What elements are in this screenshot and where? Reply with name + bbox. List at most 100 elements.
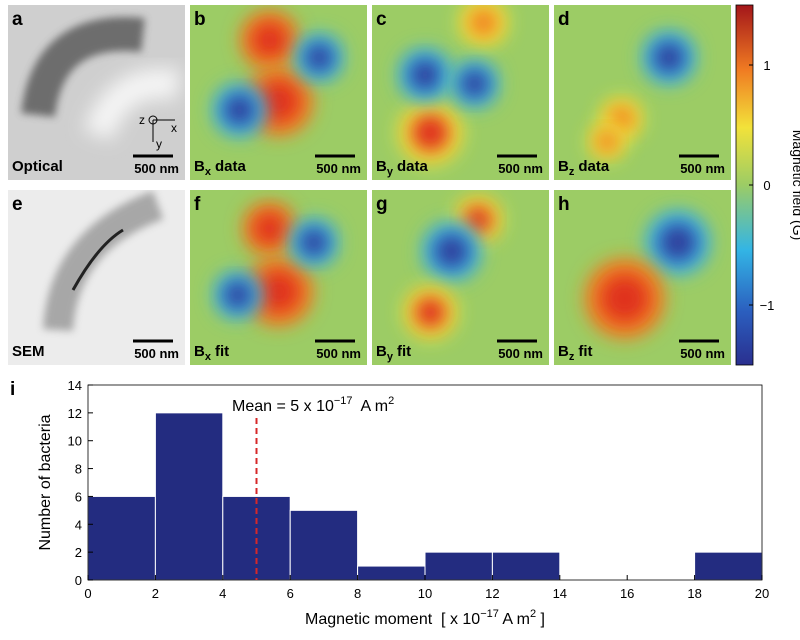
colorbar-tick-label: 1 bbox=[763, 58, 770, 73]
image bbox=[190, 5, 367, 180]
x-tick-label: 18 bbox=[687, 586, 701, 601]
x-label-exponent: −17 bbox=[480, 608, 499, 620]
mean-label-exponent: −17 bbox=[334, 395, 353, 407]
panel-label: Bx fit bbox=[194, 343, 229, 363]
x-tick-label: 12 bbox=[485, 586, 499, 601]
field-core bbox=[409, 59, 442, 91]
image bbox=[372, 5, 549, 180]
bar bbox=[357, 565, 426, 581]
y-tick-label: 14 bbox=[68, 378, 82, 393]
label-main: B bbox=[376, 158, 387, 175]
label-rest: data bbox=[215, 158, 247, 175]
field-core bbox=[253, 212, 286, 245]
x-label-text: ] bbox=[536, 611, 545, 628]
image bbox=[8, 5, 185, 180]
y-tick-label: 0 bbox=[75, 573, 82, 588]
label-main: B bbox=[558, 343, 569, 360]
scale-bar-label: 500 nm bbox=[680, 346, 725, 361]
mean-label-text: Mean = bbox=[232, 398, 290, 415]
field-core bbox=[223, 94, 256, 126]
image-panel: f Bx fit 500 nm bbox=[190, 190, 367, 365]
x-tick-label: 14 bbox=[553, 586, 567, 601]
x-tick-label: 4 bbox=[219, 586, 226, 601]
field-core bbox=[257, 80, 300, 123]
panel-letter: d bbox=[558, 9, 570, 30]
field-core bbox=[223, 280, 253, 310]
label-sub: x bbox=[205, 166, 212, 178]
x-label-text: Magnetic moment [ x 10 bbox=[305, 611, 480, 628]
label-sub: z bbox=[569, 351, 575, 363]
field-core bbox=[304, 43, 334, 72]
panel-letter: a bbox=[12, 9, 23, 30]
field-core bbox=[411, 113, 450, 152]
image-panel: e SEM 500 nm bbox=[8, 190, 185, 365]
field-core bbox=[658, 223, 698, 262]
background bbox=[554, 5, 731, 180]
panel-letter: e bbox=[12, 194, 23, 215]
x-tick-label: 16 bbox=[620, 586, 634, 601]
scale-bar-label: 500 nm bbox=[498, 161, 543, 176]
bar bbox=[491, 551, 561, 581]
field-core bbox=[653, 41, 686, 74]
field-core bbox=[299, 228, 329, 257]
x-tick-label: 2 bbox=[152, 586, 159, 601]
bar bbox=[289, 509, 359, 581]
mean-label-unit: A m bbox=[353, 398, 389, 415]
panel-label: SEM bbox=[12, 343, 45, 360]
x-label-text: A m bbox=[499, 611, 530, 628]
image bbox=[190, 190, 367, 365]
scale-bar-label: 500 nm bbox=[498, 346, 543, 361]
y-tick-label: 8 bbox=[75, 462, 82, 477]
panel-letter: g bbox=[376, 194, 388, 215]
bar bbox=[87, 495, 156, 581]
bacterium bbox=[21, 17, 145, 118]
image-panel: h Bz fit 500 nm bbox=[554, 190, 731, 365]
axis-x-label: x bbox=[171, 121, 177, 135]
label-rest: data bbox=[397, 158, 429, 175]
x-tick-label: 6 bbox=[287, 586, 294, 601]
y-tick-label: 6 bbox=[75, 489, 82, 504]
label-sub: y bbox=[387, 351, 394, 363]
colorbar-tick-label: −1 bbox=[760, 298, 775, 313]
mean-label-text: x 10 bbox=[299, 398, 334, 415]
field-core bbox=[257, 270, 300, 313]
y-axis-label: Number of bacteria bbox=[37, 414, 54, 550]
halo bbox=[83, 68, 181, 141]
label-main: Optical bbox=[12, 158, 63, 175]
image-panel: c By data 500 nm bbox=[372, 5, 549, 180]
scale-bar-label: 500 nm bbox=[316, 346, 361, 361]
label-main: B bbox=[558, 158, 569, 175]
field-core bbox=[252, 22, 288, 58]
scale-bar-label: 500 nm bbox=[134, 346, 179, 361]
bacterium bbox=[43, 190, 164, 332]
y-tick-label: 10 bbox=[68, 434, 82, 449]
scale-bar-label: 500 nm bbox=[134, 161, 179, 176]
image-panel: d Bz data 500 nm bbox=[554, 5, 731, 180]
y-tick-label: 12 bbox=[68, 406, 82, 421]
panel-label: Bx data bbox=[194, 158, 246, 178]
field-core bbox=[434, 233, 470, 269]
panel-label: By data bbox=[376, 158, 428, 178]
panel-label: Optical bbox=[12, 158, 63, 175]
label-main: SEM bbox=[12, 343, 45, 360]
label-main: B bbox=[376, 343, 387, 360]
image-panel: g By fit 500 nm bbox=[372, 190, 549, 365]
field-core bbox=[595, 130, 619, 153]
x-tick-label: 20 bbox=[755, 586, 769, 601]
mean-label-exponent: 2 bbox=[388, 395, 394, 407]
panel-letter: f bbox=[194, 194, 201, 215]
image bbox=[554, 5, 731, 180]
label-rest: data bbox=[578, 158, 610, 175]
chain bbox=[71, 228, 124, 291]
colorbar-tick-label: 0 bbox=[763, 178, 770, 193]
image-panel: a Optical 500 nm z xy bbox=[8, 5, 185, 180]
panel-letter: i bbox=[10, 379, 15, 400]
panel-label: Bz data bbox=[558, 158, 610, 178]
field-core bbox=[414, 296, 447, 329]
panel-label: Bz fit bbox=[558, 343, 593, 363]
x-tick-label: 10 bbox=[418, 586, 432, 601]
scale-bar-label: 500 nm bbox=[316, 161, 361, 176]
panel-letter: b bbox=[194, 9, 206, 30]
y-tick-label: 2 bbox=[75, 545, 82, 560]
label-sub: x bbox=[205, 351, 212, 363]
